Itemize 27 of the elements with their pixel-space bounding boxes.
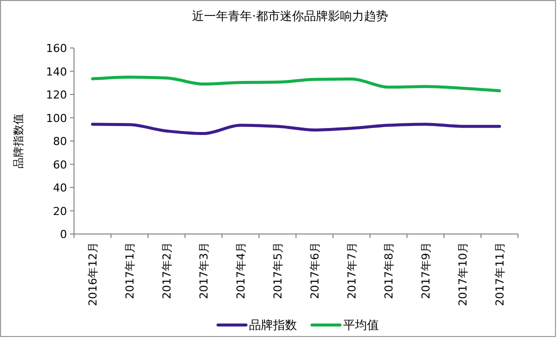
line-series bbox=[91, 122, 501, 136]
y-axis-title: 品牌指数值 bbox=[12, 114, 25, 168]
y-tick-label: 100 bbox=[46, 112, 67, 125]
x-tick-label: 2017年3月 bbox=[198, 242, 210, 299]
y-tick-label: 140 bbox=[46, 65, 67, 78]
y-tick-label: 80 bbox=[53, 135, 67, 148]
y-tick-label: 40 bbox=[53, 182, 67, 194]
x-tick-label: 2017年4月 bbox=[234, 242, 248, 299]
y-tick-label: 160 bbox=[46, 42, 67, 55]
y-tick-label: 120 bbox=[46, 88, 67, 102]
x-tick-label: 2017年5月 bbox=[272, 242, 284, 299]
y-tick-label: 0 bbox=[60, 228, 67, 241]
x-tick-label: 2017年7月 bbox=[346, 242, 358, 299]
line-series bbox=[91, 76, 501, 92]
x-tick-label: 2017年10月 bbox=[456, 242, 470, 306]
x-tick-label: 2017年11月 bbox=[494, 242, 506, 306]
x-tick-label: 2017年1月 bbox=[124, 242, 136, 299]
x-tick-label: 2017年2月 bbox=[160, 242, 174, 299]
legend-label: 平均值 bbox=[343, 318, 379, 332]
y-tick-label: 20 bbox=[53, 204, 67, 218]
legend-label: 品牌指数 bbox=[249, 318, 297, 332]
x-tick-label: 2016年12月 bbox=[86, 242, 100, 306]
chart-title: 近一年青年·都市迷你品牌影响力趋势 bbox=[192, 9, 388, 23]
y-tick-label: 60 bbox=[53, 158, 67, 172]
x-tick-label: 2017年6月 bbox=[308, 242, 322, 299]
x-tick-label: 2017年9月 bbox=[420, 242, 432, 299]
x-tick-label: 2017年8月 bbox=[382, 242, 396, 299]
